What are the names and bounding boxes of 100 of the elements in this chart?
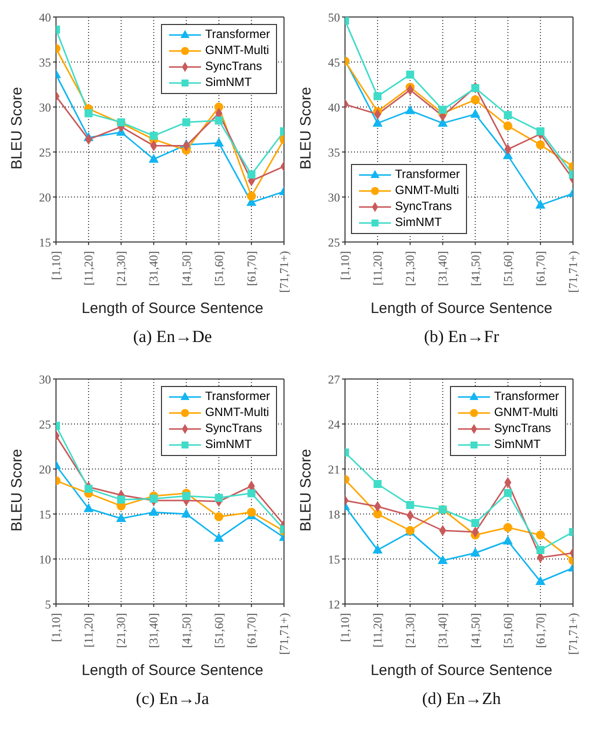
legend-label: GNMT-Multi — [395, 183, 459, 198]
legend-label: Transformer — [494, 389, 559, 404]
x-tick-label: [31,40] — [146, 613, 161, 648]
x-tick-label: [11,20] — [82, 612, 96, 648]
y-tick-label: 27 — [328, 372, 340, 386]
legend-label: SimNMT — [395, 215, 442, 230]
point — [374, 480, 382, 488]
point — [84, 503, 94, 512]
x-axis-title: Length of Source Sentence — [370, 662, 554, 680]
y-tick-label: 25 — [39, 145, 51, 160]
point — [405, 105, 416, 114]
x-tick-label: [41,50] — [468, 251, 482, 286]
legend-label: GNMT-Multi — [205, 405, 270, 420]
point — [470, 95, 480, 104]
legend-label: Transformer — [205, 27, 270, 42]
x-tick-label: [11,20] — [82, 250, 96, 286]
x-tick-label: [51,60] — [212, 251, 226, 286]
legend-label: SyncTrans — [205, 421, 262, 436]
y-axis-title: BLEU Score — [297, 448, 314, 532]
point — [84, 484, 93, 493]
point — [84, 109, 93, 118]
y-tick-label: 15 — [39, 235, 51, 250]
point — [116, 513, 126, 522]
x-tick-label: [51,60] — [500, 613, 515, 648]
x-axis-title: Length of Source Sentence — [80, 300, 264, 318]
x-tick-label: [1,10] — [338, 613, 352, 642]
text: (d) En→Zh — [421, 689, 502, 709]
point — [246, 508, 256, 517]
y-tick-label: 20 — [39, 190, 51, 204]
x-tick-label: [71,71+) — [566, 613, 580, 655]
point — [471, 84, 480, 92]
point — [214, 532, 224, 542]
point — [406, 501, 414, 509]
y-tick-label: 12 — [328, 597, 340, 612]
y-tick-label: 40 — [328, 100, 340, 114]
point — [470, 108, 480, 118]
point — [470, 548, 480, 556]
x-tick-label: [11,20] — [370, 250, 385, 286]
legend-label: SyncTrans — [205, 59, 262, 74]
x-tick-label: [1,10] — [49, 251, 63, 280]
y-tick-label: 15 — [328, 552, 340, 566]
point — [373, 510, 382, 518]
y-tick-label: 30 — [328, 190, 340, 204]
x-tick-label: [21,30] — [403, 613, 418, 648]
point — [182, 492, 190, 500]
x-tick-label: [21,30] — [114, 613, 128, 648]
text: (b) En→Fr — [422, 327, 500, 347]
point — [503, 523, 512, 532]
x-tick-label: [1,10] — [338, 251, 352, 280]
point — [438, 106, 447, 114]
legend-label: Transformer — [395, 167, 460, 182]
y-tick-label: 45 — [328, 55, 340, 70]
y-tick-label: 5 — [45, 597, 51, 612]
y-axis-title: BLEU Score — [8, 86, 26, 170]
x-tick-label: [41,50] — [468, 613, 482, 648]
point — [536, 140, 545, 150]
x-tick-label: [41,50] — [179, 251, 194, 286]
legend-label: SyncTrans — [494, 421, 551, 436]
y-tick-label: 20 — [39, 462, 51, 476]
text: (c) En→Ja — [134, 689, 210, 709]
x-tick-label: [71,71+) — [277, 613, 291, 655]
y-tick-label: 10 — [39, 552, 51, 566]
point — [372, 118, 383, 127]
point — [372, 544, 383, 554]
x-tick-label: [21,30] — [403, 251, 418, 286]
point — [438, 555, 448, 564]
point — [181, 508, 192, 518]
x-tick-label: [41,50] — [179, 613, 194, 648]
point — [214, 512, 224, 522]
point — [503, 121, 512, 130]
point — [536, 546, 544, 554]
x-tick-label: [71,71+) — [277, 251, 291, 293]
x-axis-title: Length of Source Sentence — [80, 662, 264, 680]
point — [535, 200, 546, 209]
point — [406, 70, 414, 79]
y-tick-label: 30 — [39, 100, 51, 114]
point — [471, 519, 480, 527]
point — [535, 576, 546, 585]
legend-label: GNMT-Multi — [205, 43, 270, 58]
x-tick-label: [31,40] — [436, 251, 450, 286]
point — [502, 536, 513, 544]
x-tick-label: [61,70] — [244, 251, 258, 286]
x-tick-label: [31,40] — [436, 613, 450, 648]
point — [536, 127, 544, 136]
point — [536, 530, 545, 540]
point — [247, 170, 256, 178]
x-tick-label: [51,60] — [500, 251, 515, 286]
y-axis-title: BLEU Score — [297, 86, 314, 170]
x-tick-label: [71,71+) — [566, 251, 580, 293]
point — [246, 192, 256, 201]
x-axis-title: Length of Source Sentence — [370, 300, 554, 318]
x-tick-label: [61,70] — [244, 613, 258, 648]
y-tick-label: 21 — [328, 462, 340, 476]
y-tick-label: 50 — [328, 10, 340, 24]
y-tick-label: 30 — [39, 372, 51, 386]
x-tick-label: [11,20] — [370, 612, 385, 648]
legend-label: SimNMT — [205, 75, 252, 90]
point — [504, 489, 512, 497]
point — [504, 111, 512, 120]
legend-label: SyncTrans — [395, 199, 452, 214]
